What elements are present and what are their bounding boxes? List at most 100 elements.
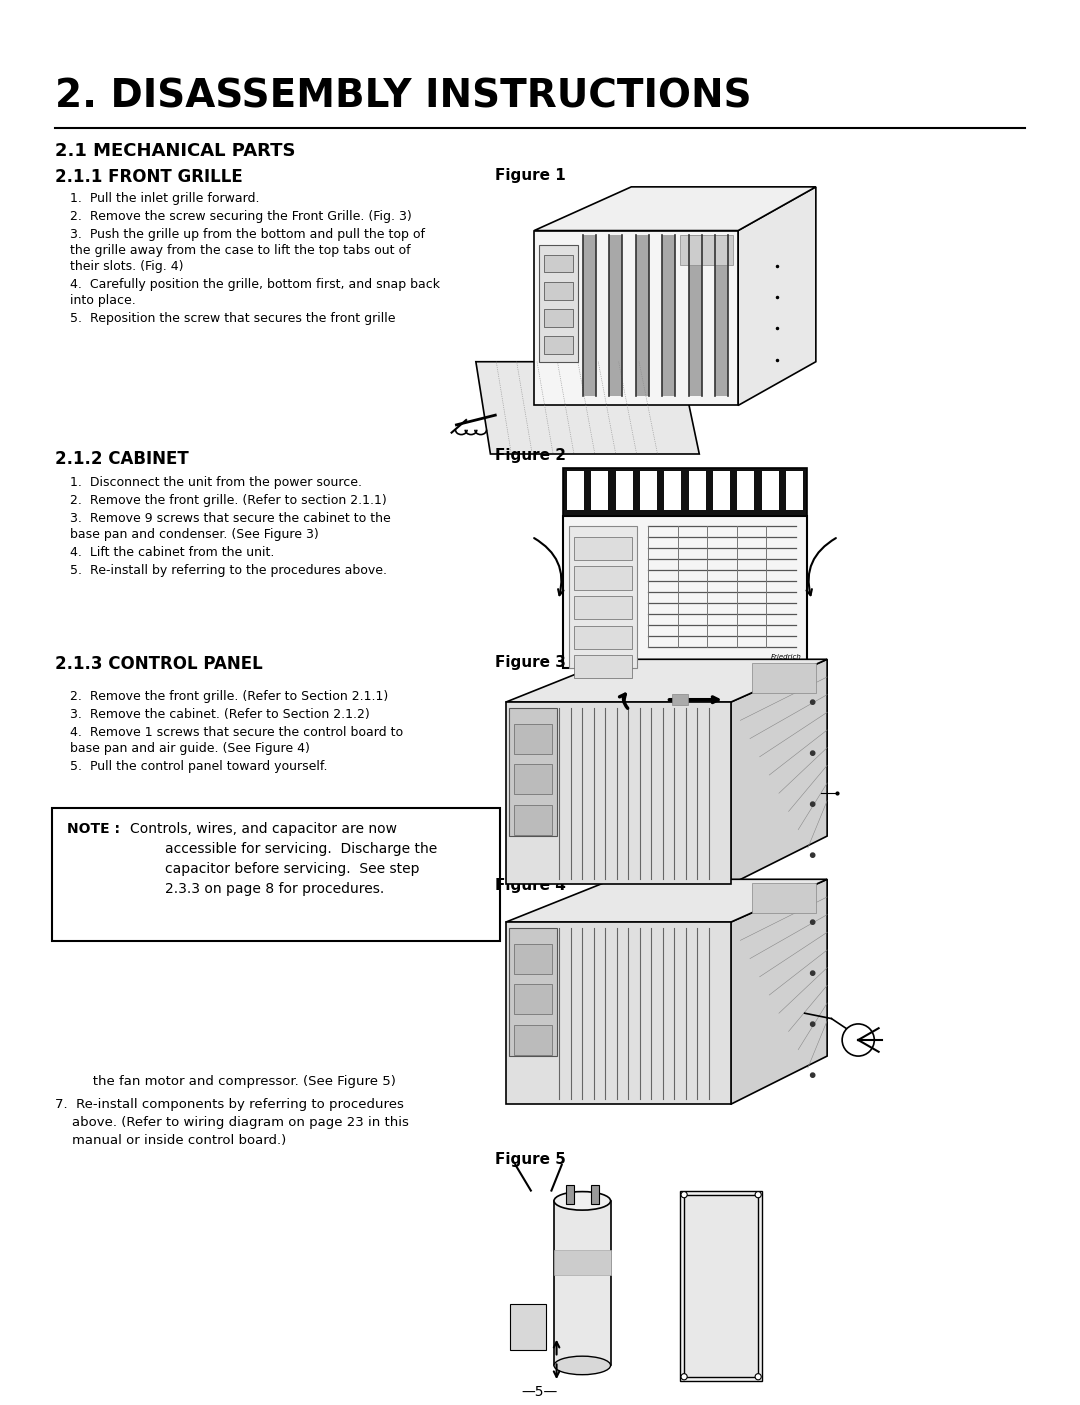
Text: 4.  Remove 1 screws that secure the control board to: 4. Remove 1 screws that secure the contr…	[70, 726, 403, 739]
Text: base pan and air guide. (See Figure 4): base pan and air guide. (See Figure 4)	[70, 742, 310, 754]
Bar	[684, 1194, 758, 1377]
Bar	[738, 471, 754, 510]
Text: 2.1.3 CONTROL PANEL: 2.1.3 CONTROL PANEL	[55, 655, 262, 673]
Text: base pan and condenser. (See Figure 3): base pan and condenser. (See Figure 3)	[70, 528, 319, 541]
Polygon shape	[715, 236, 728, 396]
Text: 2. DISASSEMBLY INSTRUCTIONS: 2. DISASSEMBLY INSTRUCTIONS	[55, 79, 752, 117]
Circle shape	[842, 1024, 875, 1057]
Text: Figure 1: Figure 1	[495, 169, 566, 183]
Bar	[544, 309, 573, 327]
Polygon shape	[476, 361, 699, 454]
Polygon shape	[535, 187, 815, 230]
Text: the fan motor and compressor. (See Figure 5): the fan motor and compressor. (See Figur…	[80, 1075, 396, 1087]
Bar	[752, 663, 816, 693]
Bar	[761, 471, 779, 510]
Bar	[573, 566, 632, 590]
Text: Figure 2: Figure 2	[495, 448, 566, 464]
Text: 2.  Remove the screw securing the Front Grille. (Fig. 3): 2. Remove the screw securing the Front G…	[70, 209, 411, 223]
Bar	[573, 596, 632, 620]
Text: the grille away from the case to lift the top tabs out of: the grille away from the case to lift th…	[70, 244, 410, 257]
Ellipse shape	[554, 1356, 610, 1374]
Bar	[664, 471, 681, 510]
Circle shape	[755, 1191, 761, 1198]
Bar	[680, 1190, 762, 1381]
Circle shape	[681, 1374, 687, 1380]
Bar	[539, 244, 578, 361]
Polygon shape	[505, 922, 731, 1104]
Bar	[713, 471, 730, 510]
Text: 2.  Remove the front grille. (Refer to Section 2.1.1): 2. Remove the front grille. (Refer to Se…	[70, 690, 388, 702]
Bar	[573, 537, 632, 561]
Bar	[689, 471, 705, 510]
Text: NOTE :: NOTE :	[67, 822, 120, 836]
Polygon shape	[731, 659, 827, 884]
Bar	[509, 927, 557, 1057]
Bar	[544, 336, 573, 354]
Polygon shape	[662, 236, 675, 396]
Bar	[569, 525, 637, 667]
Text: 4.  Lift the cabinet from the unit.: 4. Lift the cabinet from the unit.	[70, 547, 274, 559]
Bar	[52, 808, 500, 941]
Bar	[567, 471, 584, 510]
Text: 2.1.2 CABINET: 2.1.2 CABINET	[55, 450, 189, 468]
Bar	[573, 625, 632, 649]
Bar	[573, 655, 632, 679]
Circle shape	[810, 971, 814, 975]
Circle shape	[810, 700, 814, 704]
Bar	[616, 471, 633, 510]
Bar	[514, 764, 552, 794]
Circle shape	[755, 1374, 761, 1380]
Polygon shape	[738, 187, 815, 406]
Text: 3.  Remove the cabinet. (Refer to Section 2.1.2): 3. Remove the cabinet. (Refer to Section…	[70, 708, 369, 721]
Bar	[786, 471, 802, 510]
Text: 3.  Remove 9 screws that secure the cabinet to the: 3. Remove 9 screws that secure the cabin…	[70, 511, 391, 525]
Bar	[591, 1186, 598, 1204]
Bar	[544, 254, 573, 273]
Circle shape	[810, 802, 814, 806]
Bar	[640, 471, 657, 510]
Text: 5.  Pull the control panel toward yourself.: 5. Pull the control panel toward yoursel…	[70, 760, 327, 773]
Bar	[554, 1250, 610, 1274]
Bar	[509, 708, 557, 836]
Text: 7.  Re-install components by referring to procedures
    above. (Refer to wiring: 7. Re-install components by referring to…	[55, 1097, 409, 1146]
Polygon shape	[505, 659, 827, 702]
Bar	[672, 694, 688, 705]
Polygon shape	[636, 236, 649, 396]
Polygon shape	[731, 880, 827, 1104]
Bar	[514, 805, 552, 835]
Bar	[514, 944, 552, 974]
Text: Figure 5: Figure 5	[495, 1152, 566, 1168]
Circle shape	[810, 853, 814, 857]
Bar	[544, 282, 573, 299]
Bar	[564, 516, 807, 667]
Bar	[564, 468, 807, 516]
Circle shape	[810, 752, 814, 756]
Circle shape	[810, 1073, 814, 1078]
Polygon shape	[535, 230, 738, 406]
Circle shape	[681, 1191, 687, 1198]
Bar	[514, 724, 552, 753]
Text: Controls, wires, and capacitor are now
        accessible for servicing.  Discha: Controls, wires, and capacitor are now a…	[130, 822, 437, 896]
Text: 2.  Remove the front grille. (Refer to section 2.1.1): 2. Remove the front grille. (Refer to se…	[70, 495, 387, 507]
Polygon shape	[505, 702, 731, 884]
Bar	[510, 1304, 546, 1350]
Text: 2.1.1 FRONT GRILLE: 2.1.1 FRONT GRILLE	[55, 169, 243, 185]
Bar	[679, 236, 733, 264]
Text: their slots. (Fig. 4): their slots. (Fig. 4)	[70, 260, 184, 273]
Text: Figure 4: Figure 4	[495, 878, 566, 894]
Bar	[514, 1026, 552, 1055]
Text: Friedrich: Friedrich	[770, 653, 801, 659]
Bar	[592, 471, 608, 510]
Polygon shape	[609, 236, 622, 396]
Polygon shape	[583, 236, 596, 396]
Text: 5.  Reposition the screw that secures the front grille: 5. Reposition the screw that secures the…	[70, 312, 395, 325]
Bar	[752, 882, 816, 912]
Text: 5.  Re-install by referring to the procedures above.: 5. Re-install by referring to the proced…	[70, 563, 387, 577]
Bar	[566, 1186, 575, 1204]
Text: 2.1 MECHANICAL PARTS: 2.1 MECHANICAL PARTS	[55, 142, 296, 160]
Bar	[514, 985, 552, 1014]
Polygon shape	[689, 236, 702, 396]
Text: into place.: into place.	[70, 294, 136, 308]
Text: 4.  Carefully position the grille, bottom first, and snap back: 4. Carefully position the grille, bottom…	[70, 278, 440, 291]
Ellipse shape	[554, 1191, 610, 1210]
